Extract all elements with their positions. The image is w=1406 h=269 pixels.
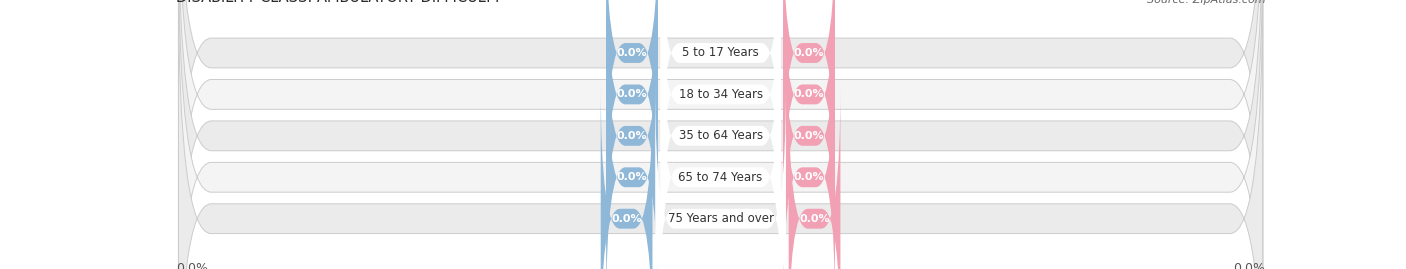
Text: 75 Years and over: 75 Years and over [668,212,773,225]
FancyBboxPatch shape [179,0,1263,269]
FancyBboxPatch shape [661,0,780,188]
FancyBboxPatch shape [789,84,841,269]
Text: 35 to 64 Years: 35 to 64 Years [679,129,762,142]
FancyBboxPatch shape [179,0,1263,269]
Text: 0.0%: 0.0% [794,89,824,100]
FancyBboxPatch shape [783,1,835,269]
Text: 0.0%: 0.0% [617,48,647,58]
FancyBboxPatch shape [661,0,780,229]
FancyBboxPatch shape [655,84,786,269]
FancyBboxPatch shape [783,42,835,269]
Text: 0.0%: 0.0% [617,131,647,141]
FancyBboxPatch shape [606,0,658,229]
FancyBboxPatch shape [179,0,1263,269]
FancyBboxPatch shape [600,84,652,269]
Text: 0.0%: 0.0% [176,262,208,269]
Text: Source: ZipAtlas.com: Source: ZipAtlas.com [1147,0,1265,5]
Text: 0.0%: 0.0% [612,214,643,224]
FancyBboxPatch shape [783,0,835,229]
Text: 0.0%: 0.0% [794,131,824,141]
FancyBboxPatch shape [606,0,658,188]
FancyBboxPatch shape [661,1,780,269]
FancyBboxPatch shape [783,0,835,188]
Text: 0.0%: 0.0% [799,214,830,224]
FancyBboxPatch shape [606,42,658,269]
Text: 0.0%: 0.0% [1233,262,1265,269]
Text: 0.0%: 0.0% [617,89,647,100]
FancyBboxPatch shape [179,0,1263,269]
FancyBboxPatch shape [661,42,780,269]
FancyBboxPatch shape [179,0,1263,269]
Text: DISABILITY CLASS: AMBULATORY DIFFICULTY: DISABILITY CLASS: AMBULATORY DIFFICULTY [176,0,502,5]
Text: 0.0%: 0.0% [794,48,824,58]
FancyBboxPatch shape [606,1,658,269]
Text: 0.0%: 0.0% [617,172,647,182]
Text: 5 to 17 Years: 5 to 17 Years [682,47,759,59]
Text: 18 to 34 Years: 18 to 34 Years [679,88,762,101]
Text: 0.0%: 0.0% [794,172,824,182]
Text: 65 to 74 Years: 65 to 74 Years [679,171,762,184]
